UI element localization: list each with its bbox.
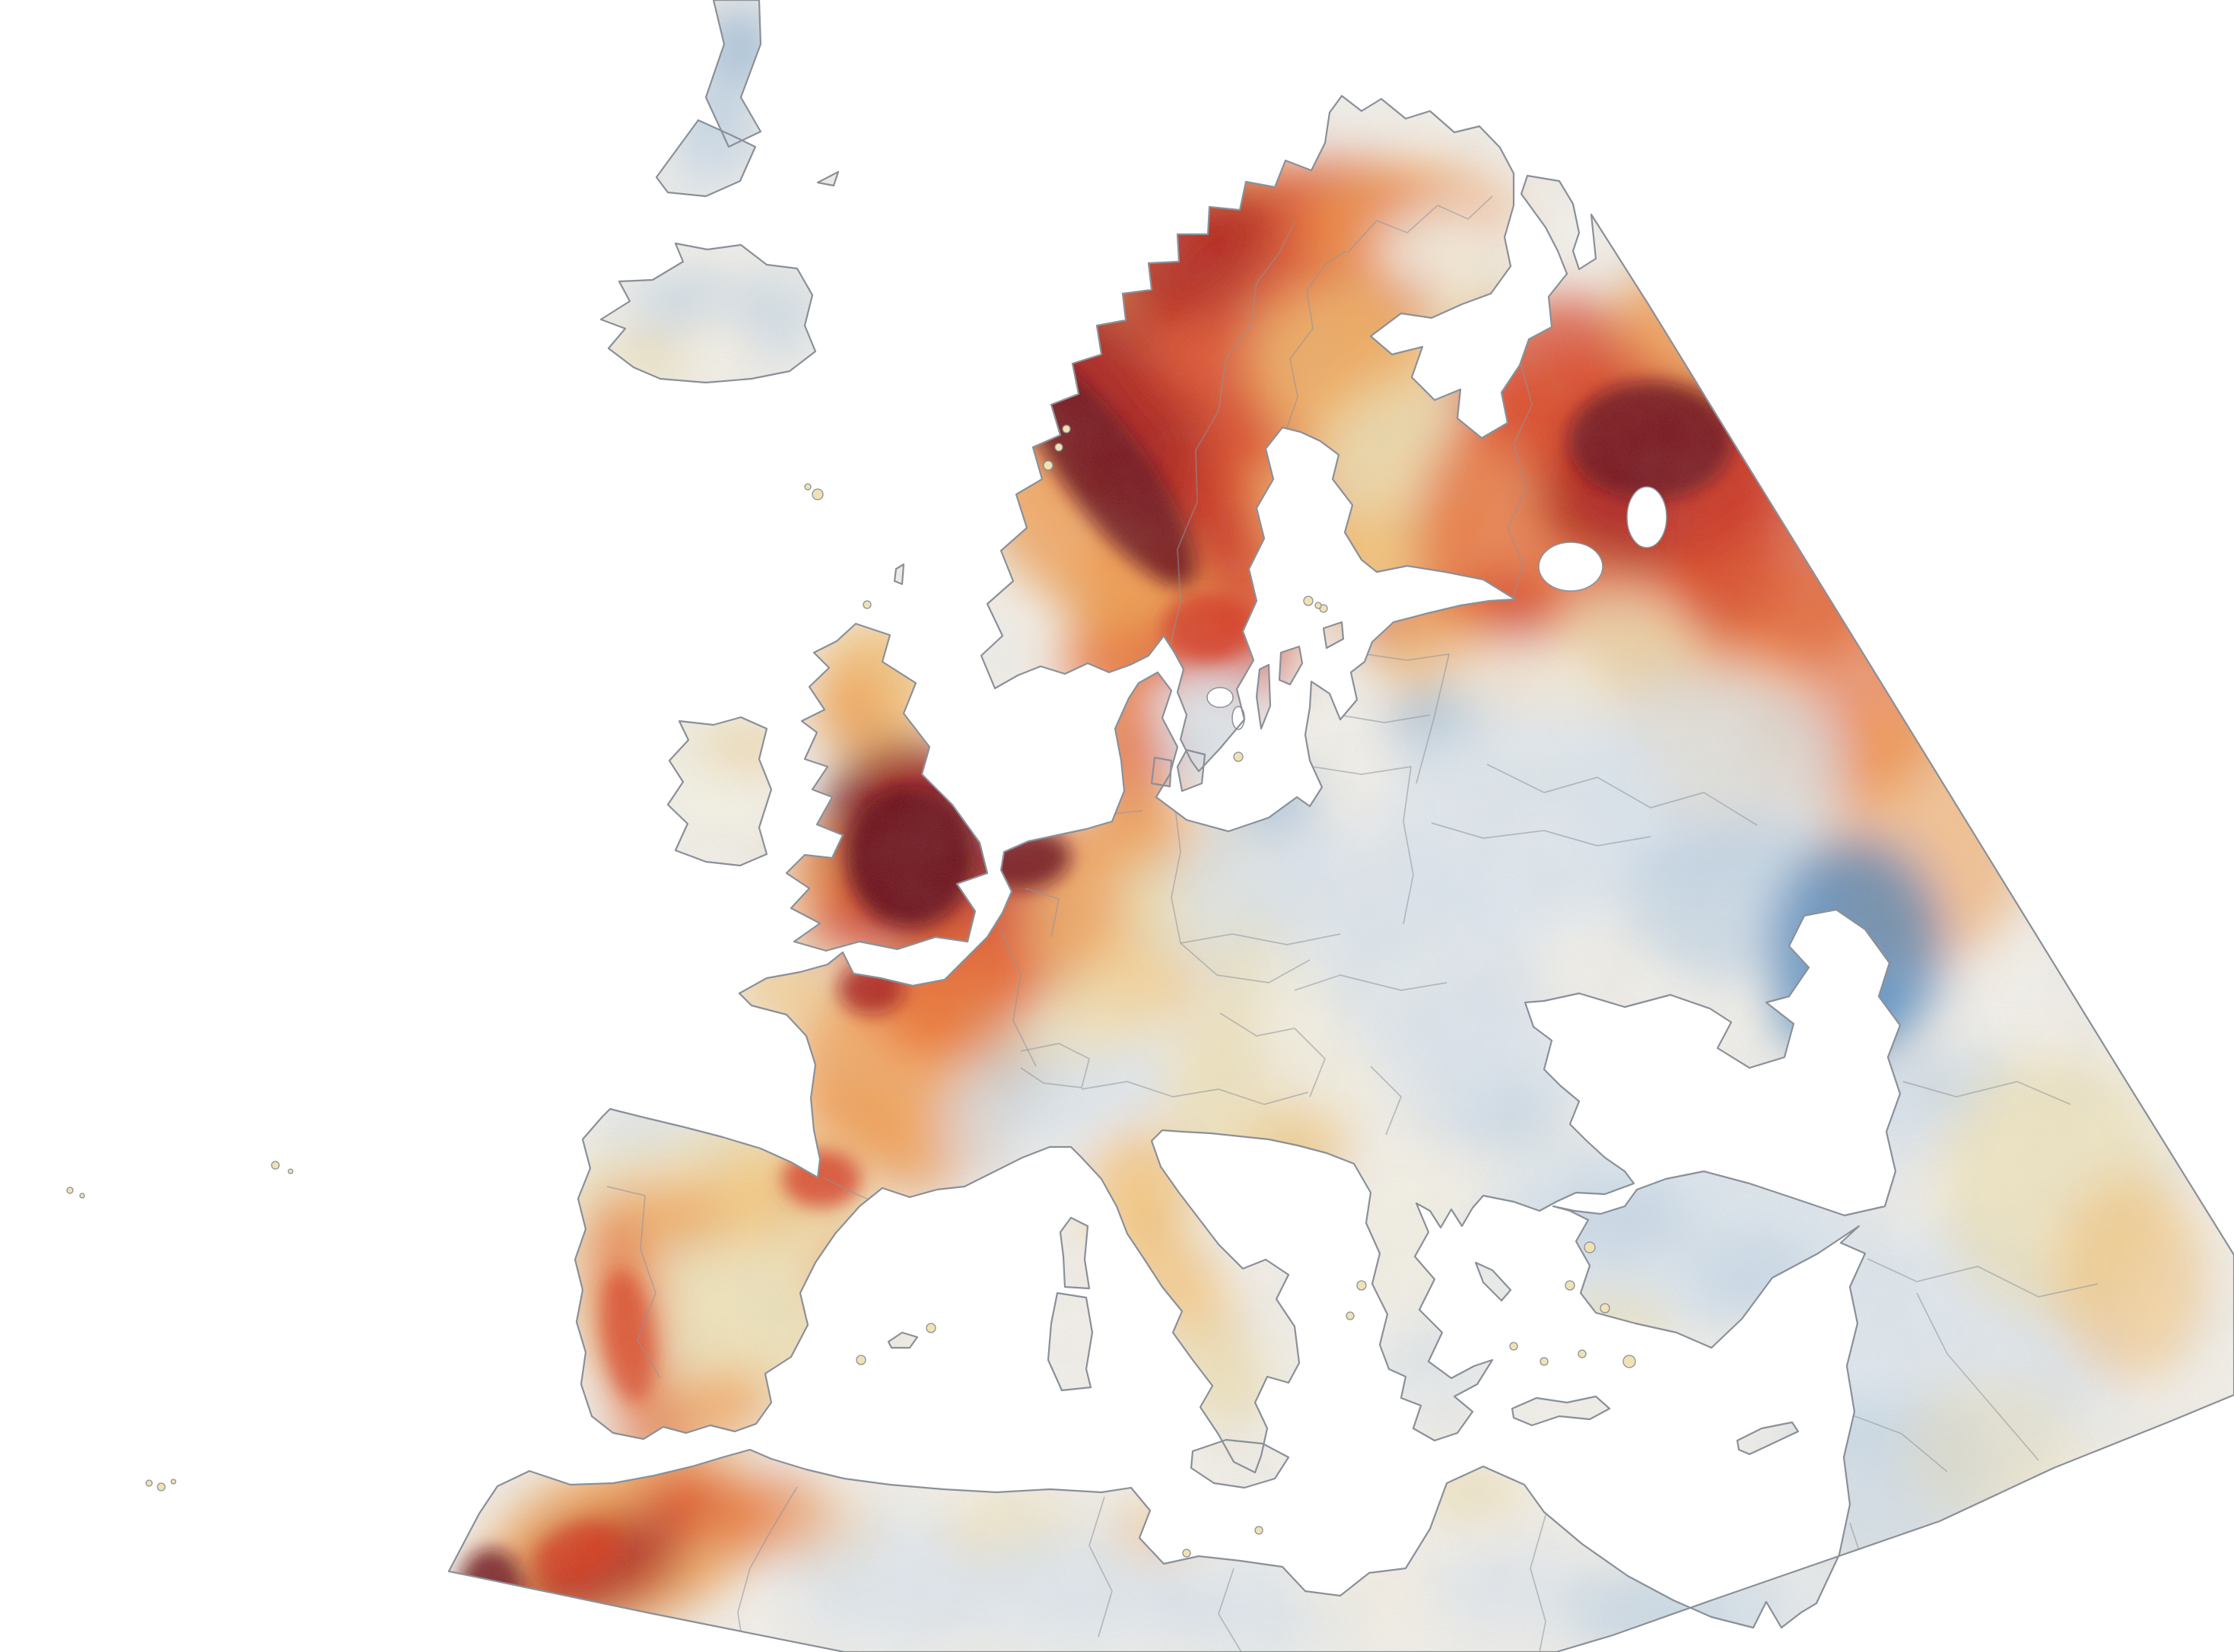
border-alpine-countries	[1081, 1081, 1309, 1105]
small-island	[812, 488, 824, 500]
lake-onega	[1626, 486, 1667, 548]
border-estonia-latvia	[1365, 653, 1450, 661]
border-iraq-interior	[1916, 1292, 2039, 1461]
border-libya-egypt	[1530, 1514, 1546, 1652]
small-island	[926, 1323, 936, 1333]
country-borders-layer	[606, 195, 2099, 1652]
small-island	[856, 1355, 866, 1365]
small-island	[288, 1168, 294, 1174]
small-island	[1054, 443, 1063, 452]
border-norway-sweden	[1169, 221, 1295, 649]
border-poland-germany	[1171, 807, 1181, 944]
border-morocco-algeria	[737, 1486, 798, 1651]
border-ukraine-russia	[1486, 764, 1758, 826]
border-turkey-syria-iraq	[1867, 1258, 2099, 1298]
small-island	[1540, 1357, 1549, 1366]
small-island	[1622, 1355, 1636, 1368]
border-switzerland	[1020, 1043, 1090, 1088]
small-island	[1584, 1241, 1596, 1253]
border-croatia-bosnia-serbia	[1219, 1012, 1326, 1098]
lake-vanern	[1206, 687, 1234, 708]
small-island	[804, 483, 812, 491]
border-georgia-russia	[1902, 1081, 2071, 1105]
border-lithuania-poland	[1311, 766, 1412, 775]
small-island	[170, 1479, 176, 1485]
small-island	[145, 1479, 153, 1487]
small-island	[1233, 751, 1244, 762]
small-islands-layer	[66, 424, 1636, 1558]
small-island	[1182, 1549, 1191, 1558]
border-algeria-tunisia	[1088, 1496, 1113, 1638]
border-baltics-russia	[1416, 653, 1450, 784]
small-island	[1062, 424, 1071, 434]
small-island	[1346, 1311, 1355, 1320]
small-island	[1565, 1280, 1575, 1291]
small-island	[1356, 1280, 1367, 1291]
small-island	[66, 1187, 74, 1194]
border-belarus-ukraine	[1431, 822, 1651, 847]
small-island	[1254, 1526, 1263, 1535]
border-france-germany	[999, 929, 1037, 1067]
border-benelux-germany	[1025, 888, 1060, 938]
border-hungary-romania	[1294, 974, 1447, 991]
border-poland-czechia	[1180, 933, 1341, 945]
border-sweden-finland	[1285, 250, 1347, 433]
small-island	[1509, 1342, 1518, 1351]
small-island	[79, 1193, 85, 1199]
border-portugal-spain	[606, 1186, 661, 1379]
small-island	[1314, 602, 1322, 609]
border-serbia-bulgaria	[1370, 1066, 1402, 1136]
border-algeria-libya	[1218, 1568, 1242, 1652]
border-poland-east	[1403, 766, 1414, 925]
small-island	[1578, 1349, 1587, 1358]
border-latvia-lithuania	[1338, 714, 1431, 723]
border-norway-finland-russia	[1347, 195, 1493, 253]
border-czechia-austria	[1180, 942, 1311, 983]
small-island	[1600, 1303, 1610, 1314]
small-island	[863, 600, 872, 609]
small-island	[157, 1482, 166, 1492]
small-island	[271, 1161, 280, 1170]
small-island	[1043, 460, 1053, 471]
small-island	[1303, 596, 1314, 606]
lakes-layer	[1206, 486, 1667, 730]
lake-ladoga	[1538, 542, 1603, 592]
border-syria-jordan	[1840, 1410, 1948, 1473]
